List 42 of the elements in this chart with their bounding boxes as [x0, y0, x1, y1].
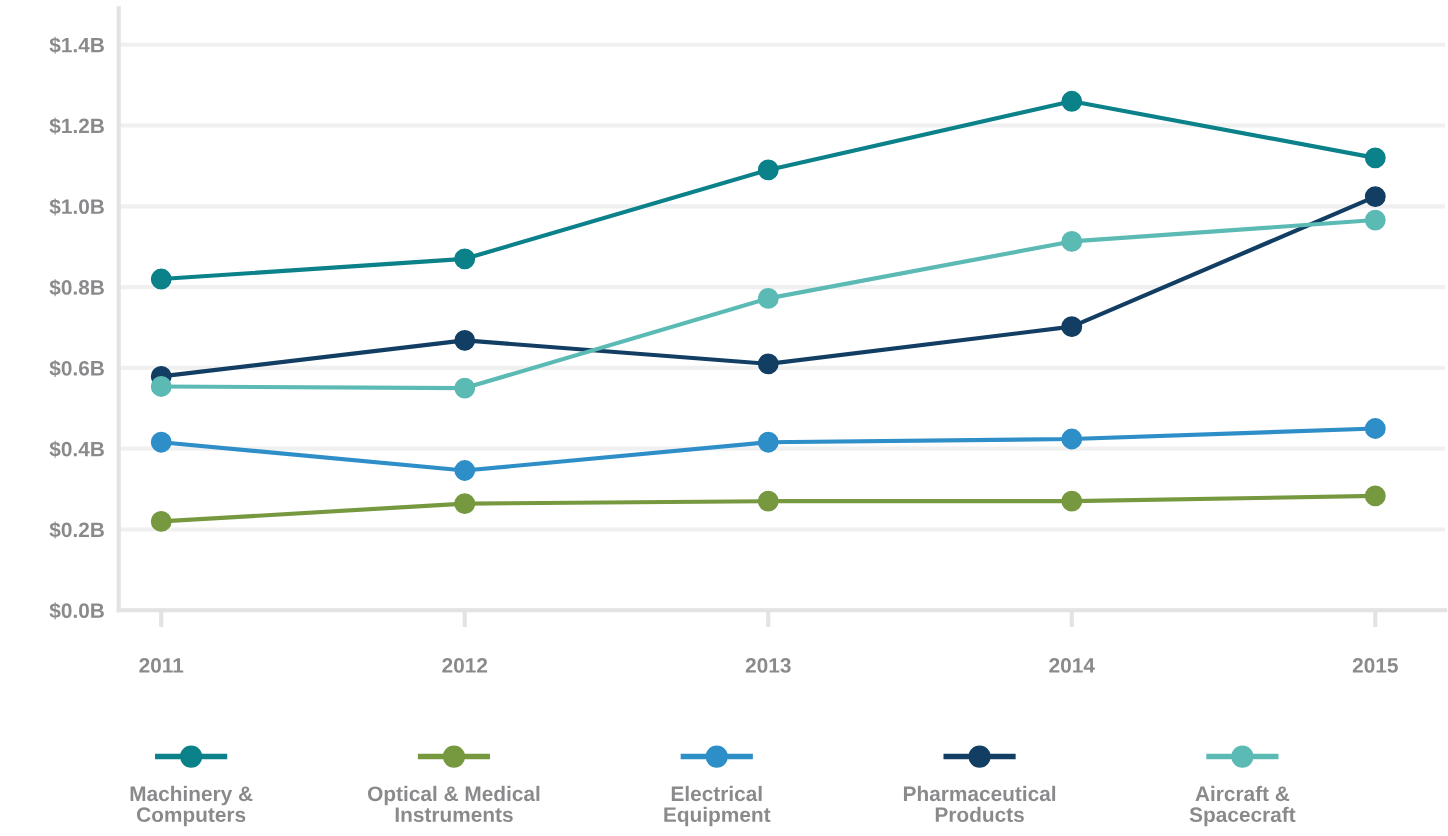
- point: [454, 248, 476, 270]
- y-tick-label: $0.6B: [49, 359, 104, 377]
- point: [757, 159, 779, 181]
- y-tick-label: $1.0B: [49, 198, 104, 216]
- point: [150, 268, 172, 290]
- x-tick-label: 2015: [1352, 658, 1398, 673]
- point: [454, 330, 476, 351]
- y-tick-label: $0.0B: [49, 602, 104, 620]
- point: [1061, 490, 1083, 512]
- point: [1061, 428, 1083, 450]
- point: [757, 287, 779, 309]
- y-tick-label: $0.4B: [49, 440, 104, 458]
- y-tick-label: $0.8B: [49, 279, 104, 297]
- point: [1364, 209, 1386, 231]
- point: [454, 493, 476, 515]
- point: [1061, 90, 1083, 112]
- point: [1061, 231, 1083, 252]
- legend-label: Pharmaceutical Products: [903, 785, 1056, 823]
- point: [1364, 418, 1386, 439]
- point: [150, 510, 172, 532]
- point: [454, 377, 476, 399]
- x-tick-label: 2014: [1049, 658, 1095, 673]
- legend-label: Machinery & Computers: [130, 785, 253, 827]
- point: [757, 353, 779, 375]
- x-tick-label: 2012: [442, 658, 488, 673]
- legend-label: Aircraft & Spacecraft: [1189, 785, 1296, 827]
- point: [150, 431, 172, 453]
- point: [1364, 147, 1386, 169]
- point: [757, 490, 779, 512]
- point: [757, 431, 779, 453]
- point: [1061, 316, 1083, 338]
- point: [150, 376, 172, 397]
- legend-label: Electrical Equipment: [664, 785, 771, 827]
- y-tick-label: $0.2B: [49, 521, 104, 539]
- point: [1364, 186, 1386, 208]
- point: [1364, 485, 1386, 507]
- y-tick-label: $1.4B: [49, 36, 104, 54]
- legend-label: Optical & Medical Instruments: [367, 785, 540, 823]
- x-tick-label: 2013: [745, 658, 791, 673]
- point: [454, 460, 476, 481]
- y-tick-label: $1.2B: [49, 117, 104, 135]
- x-tick-label: 2011: [139, 658, 184, 673]
